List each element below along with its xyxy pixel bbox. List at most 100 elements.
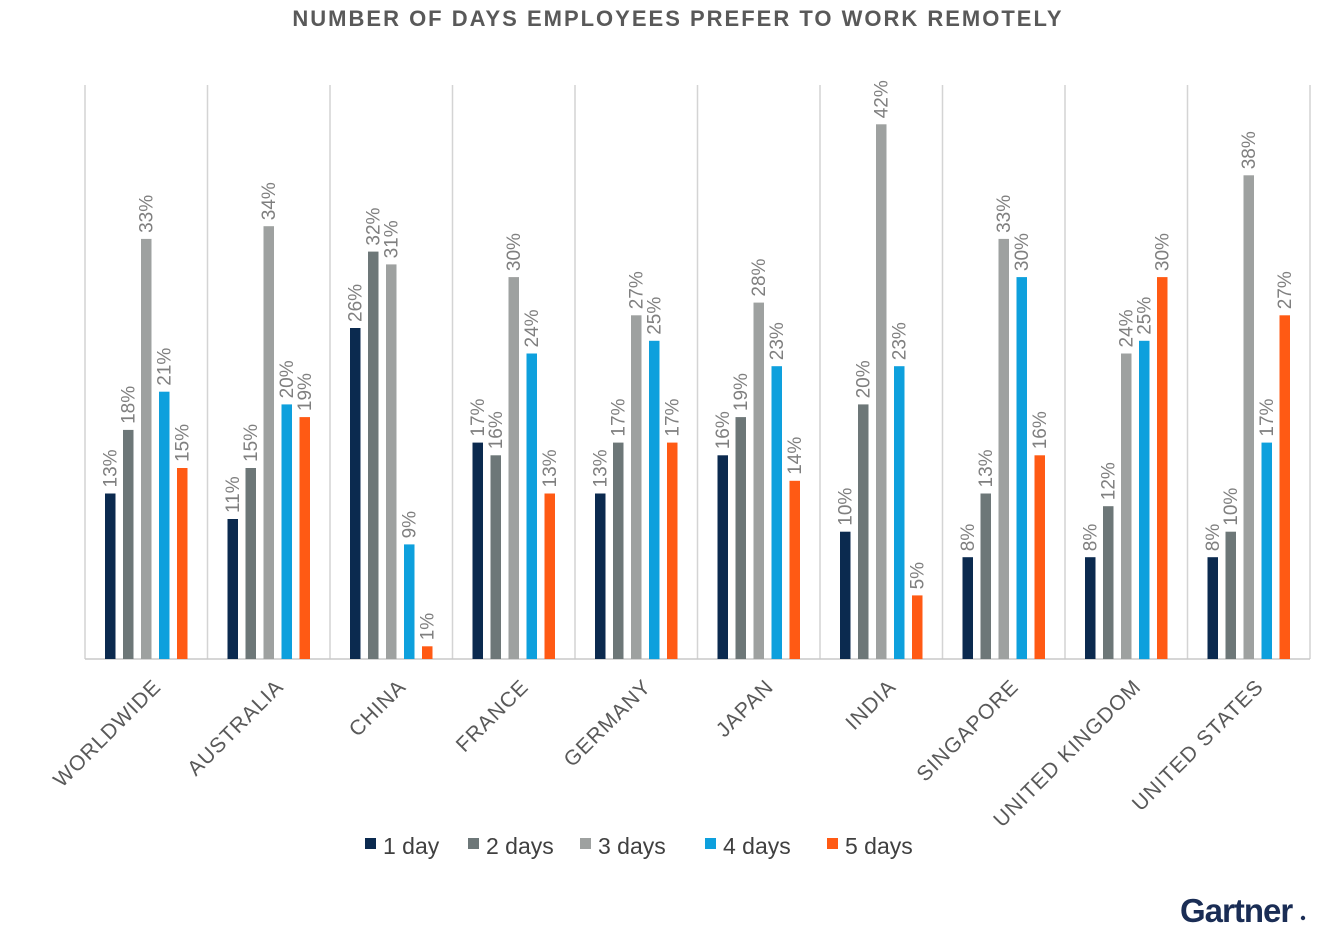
bar (299, 417, 310, 659)
legend-label: 4 days (723, 833, 791, 859)
bar (159, 391, 170, 659)
data-label: 8% (958, 524, 979, 552)
data-label: 25% (1134, 297, 1155, 335)
bar (263, 226, 274, 659)
data-label: 15% (172, 424, 193, 462)
bar (544, 493, 555, 659)
bar (894, 366, 905, 659)
bar (595, 493, 606, 659)
category-label: JAPAN (712, 675, 779, 742)
bar (649, 340, 660, 660)
bar (667, 442, 678, 659)
bar (631, 315, 642, 659)
bar (858, 404, 869, 659)
bars-group (105, 124, 1290, 660)
data-label: 28% (749, 258, 770, 296)
bar (141, 238, 152, 659)
bar (123, 429, 134, 659)
legend-swatch (827, 838, 838, 849)
bar (105, 493, 116, 659)
legend-swatch (365, 838, 376, 849)
data-label: 24% (522, 309, 543, 347)
bar (717, 455, 728, 659)
bar (735, 417, 746, 659)
data-label: 20% (853, 360, 874, 398)
bar (386, 264, 397, 659)
chart-title: NUMBER OF DAYS EMPLOYEES PREFER TO WORK … (292, 6, 1063, 31)
data-label: 30% (1012, 233, 1033, 271)
category-label: CHINA (345, 675, 411, 741)
bar (1016, 277, 1027, 659)
data-label: 27% (626, 271, 647, 309)
data-label: 8% (1080, 524, 1101, 552)
data-label: 8% (1203, 524, 1224, 552)
legend-swatch (705, 838, 716, 849)
bar (1157, 277, 1168, 659)
bar (962, 557, 973, 659)
data-label: 17% (1257, 398, 1278, 436)
category-label: SINGAPORE (912, 675, 1023, 786)
data-label: 23% (767, 322, 788, 360)
data-label: 30% (504, 233, 525, 271)
bar (789, 480, 800, 659)
data-label: 17% (468, 398, 489, 436)
legend-label: 2 days (486, 833, 554, 859)
data-label: 21% (154, 348, 175, 386)
data-label: 12% (1098, 462, 1119, 500)
bar (840, 531, 851, 659)
bar (422, 646, 433, 659)
bar (472, 442, 483, 659)
bar (404, 544, 415, 659)
data-label: 34% (259, 182, 280, 220)
bar (1139, 340, 1150, 660)
data-label: 13% (590, 449, 611, 487)
category-label: UNITED STATES (1128, 675, 1268, 815)
data-label: 18% (118, 386, 139, 424)
data-label: 16% (486, 411, 507, 449)
legend-label: 3 days (598, 833, 666, 859)
category-label: FRANCE (452, 675, 534, 757)
bar (350, 328, 361, 659)
data-label: 27% (1275, 271, 1296, 309)
data-label: 20% (277, 360, 298, 398)
data-label: 11% (223, 476, 244, 513)
legend-swatch (580, 838, 591, 849)
bar (227, 519, 238, 659)
category-gridlines (84, 85, 1311, 659)
category-label: AUSTRALIA (183, 675, 288, 780)
bar (1207, 557, 1218, 659)
data-label: 42% (871, 80, 892, 118)
data-label: 13% (976, 449, 997, 487)
bar (1243, 175, 1254, 660)
bar (613, 442, 624, 659)
bar (1103, 506, 1114, 659)
bar (490, 455, 501, 659)
data-label: 1% (417, 613, 438, 641)
data-labels-group: 13%18%33%21%15%11%15%34%20%19%26%32%31%9… (100, 80, 1296, 640)
data-label: 32% (363, 207, 384, 245)
data-label: 9% (399, 511, 420, 539)
bar (998, 238, 1009, 659)
data-label: 26% (345, 284, 366, 322)
gartner-logo: Gartner (1180, 892, 1293, 929)
bar (1279, 315, 1290, 659)
bar (177, 468, 188, 659)
category-labels-group: WORLDWIDE AUSTRALIA CHINA FRANCE GERMANY JAPA… (49, 675, 1268, 832)
bar (1121, 353, 1132, 659)
bar (1085, 557, 1096, 659)
data-label: 16% (1030, 411, 1051, 449)
data-label: 10% (835, 488, 856, 526)
bar (771, 366, 782, 659)
data-label: 14% (785, 437, 806, 475)
data-label: 33% (136, 195, 157, 233)
data-label: 30% (1152, 233, 1173, 271)
bar (876, 124, 887, 660)
bar (368, 251, 379, 659)
data-label: 13% (540, 449, 561, 487)
bar (1225, 531, 1236, 659)
bar (1261, 442, 1272, 659)
bar (281, 404, 292, 659)
bar (980, 493, 991, 659)
legend-swatch (468, 838, 479, 849)
